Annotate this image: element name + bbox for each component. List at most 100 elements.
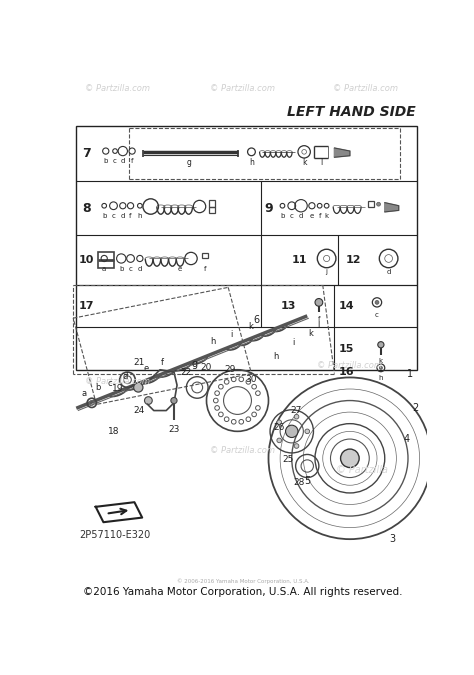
Text: e: e bbox=[178, 266, 182, 272]
Text: a: a bbox=[82, 389, 87, 398]
Circle shape bbox=[171, 398, 177, 404]
Text: d: d bbox=[120, 213, 125, 219]
Text: a: a bbox=[102, 266, 106, 272]
Text: h: h bbox=[249, 158, 254, 167]
Text: 11: 11 bbox=[292, 255, 307, 265]
Text: © Partzilla.com: © Partzilla.com bbox=[333, 84, 398, 93]
Text: c: c bbox=[107, 379, 112, 388]
Text: k: k bbox=[309, 329, 314, 338]
Text: © Partzilla: © Partzilla bbox=[336, 465, 388, 475]
Polygon shape bbox=[334, 148, 350, 157]
Text: © Partzilla.com: © Partzilla.com bbox=[85, 377, 150, 386]
Text: h: h bbox=[273, 352, 279, 361]
Circle shape bbox=[277, 420, 282, 425]
Text: 23: 23 bbox=[168, 425, 180, 433]
Circle shape bbox=[145, 397, 152, 404]
Text: k: k bbox=[248, 323, 253, 331]
Text: © Partzilla.com: © Partzilla.com bbox=[210, 84, 275, 93]
Text: b: b bbox=[103, 158, 108, 164]
Circle shape bbox=[377, 202, 381, 206]
Text: f: f bbox=[161, 358, 164, 367]
Text: k: k bbox=[302, 158, 306, 167]
Text: 13: 13 bbox=[280, 301, 296, 311]
Text: 10: 10 bbox=[79, 255, 94, 265]
Text: 22: 22 bbox=[180, 368, 191, 377]
Text: h: h bbox=[210, 338, 216, 346]
Text: e: e bbox=[144, 364, 149, 373]
Text: c: c bbox=[375, 313, 379, 319]
Text: LEFT HAND SIDE: LEFT HAND SIDE bbox=[287, 105, 416, 119]
Circle shape bbox=[285, 425, 298, 437]
Text: 21: 21 bbox=[133, 358, 145, 367]
Text: 3: 3 bbox=[390, 534, 396, 544]
Text: f: f bbox=[204, 266, 206, 272]
Text: © Partzilla.com: © Partzilla.com bbox=[318, 361, 383, 371]
Text: 28: 28 bbox=[294, 479, 305, 487]
Text: 19: 19 bbox=[111, 385, 123, 394]
Text: b: b bbox=[119, 266, 123, 272]
Circle shape bbox=[277, 438, 282, 443]
Circle shape bbox=[294, 414, 299, 419]
Text: b: b bbox=[95, 383, 100, 392]
Circle shape bbox=[315, 298, 323, 306]
Circle shape bbox=[379, 367, 383, 369]
Text: 16: 16 bbox=[338, 367, 354, 377]
Text: k: k bbox=[325, 213, 328, 219]
Text: 7: 7 bbox=[82, 147, 91, 160]
Polygon shape bbox=[385, 202, 399, 212]
Text: 6: 6 bbox=[254, 315, 260, 325]
Text: 26: 26 bbox=[273, 423, 285, 432]
Bar bbox=[209, 200, 215, 207]
Text: l: l bbox=[320, 158, 322, 167]
Text: 25: 25 bbox=[282, 456, 293, 464]
Text: d: d bbox=[299, 213, 303, 219]
Text: f: f bbox=[319, 213, 321, 219]
Text: 4: 4 bbox=[403, 434, 410, 444]
Text: 30: 30 bbox=[246, 375, 257, 384]
Text: 14: 14 bbox=[338, 301, 354, 311]
Text: d: d bbox=[120, 158, 125, 164]
Text: 2P57110-E320: 2P57110-E320 bbox=[80, 531, 151, 540]
Bar bbox=[202, 253, 208, 259]
Circle shape bbox=[294, 443, 299, 448]
Text: 12: 12 bbox=[346, 255, 362, 265]
Circle shape bbox=[378, 342, 384, 348]
Circle shape bbox=[341, 449, 359, 468]
Text: © 2006-2016 Yamaha Motor Corporation, U.S.A.: © 2006-2016 Yamaha Motor Corporation, U.… bbox=[177, 578, 309, 585]
Text: 8: 8 bbox=[82, 202, 91, 215]
Text: f: f bbox=[131, 158, 133, 164]
Text: c: c bbox=[128, 266, 133, 272]
Text: g: g bbox=[187, 158, 192, 167]
Text: d: d bbox=[123, 373, 128, 381]
Text: d: d bbox=[137, 266, 142, 272]
Text: j: j bbox=[326, 269, 328, 275]
Text: 15: 15 bbox=[338, 344, 354, 354]
Text: h: h bbox=[379, 375, 383, 381]
Text: e: e bbox=[310, 213, 314, 219]
Text: 1: 1 bbox=[407, 369, 413, 379]
Text: ©2016 Yamaha Motor Corporation, U.S.A. All rights reserved.: ©2016 Yamaha Motor Corporation, U.S.A. A… bbox=[83, 587, 403, 597]
Bar bbox=[98, 252, 113, 268]
Text: c: c bbox=[111, 213, 116, 219]
Text: 18: 18 bbox=[108, 427, 119, 436]
Text: © Partzilla.com: © Partzilla.com bbox=[210, 446, 275, 455]
Text: 5: 5 bbox=[304, 477, 310, 487]
Text: 27: 27 bbox=[290, 406, 301, 415]
Text: h: h bbox=[137, 213, 142, 219]
Text: f: f bbox=[318, 315, 320, 321]
Text: © Partzilla.com: © Partzilla.com bbox=[85, 84, 150, 93]
Text: l: l bbox=[318, 321, 320, 330]
Text: 29: 29 bbox=[224, 365, 236, 374]
Bar bbox=[209, 207, 215, 213]
Bar bbox=[368, 201, 374, 207]
Text: i: i bbox=[230, 330, 233, 339]
Text: k: k bbox=[379, 358, 383, 364]
Text: b: b bbox=[280, 213, 285, 219]
Text: c: c bbox=[113, 158, 117, 164]
Text: i: i bbox=[292, 338, 294, 348]
Text: 2: 2 bbox=[413, 403, 419, 413]
Circle shape bbox=[375, 300, 379, 304]
Text: g: g bbox=[192, 359, 198, 369]
Circle shape bbox=[305, 429, 310, 433]
Text: b: b bbox=[102, 213, 106, 219]
